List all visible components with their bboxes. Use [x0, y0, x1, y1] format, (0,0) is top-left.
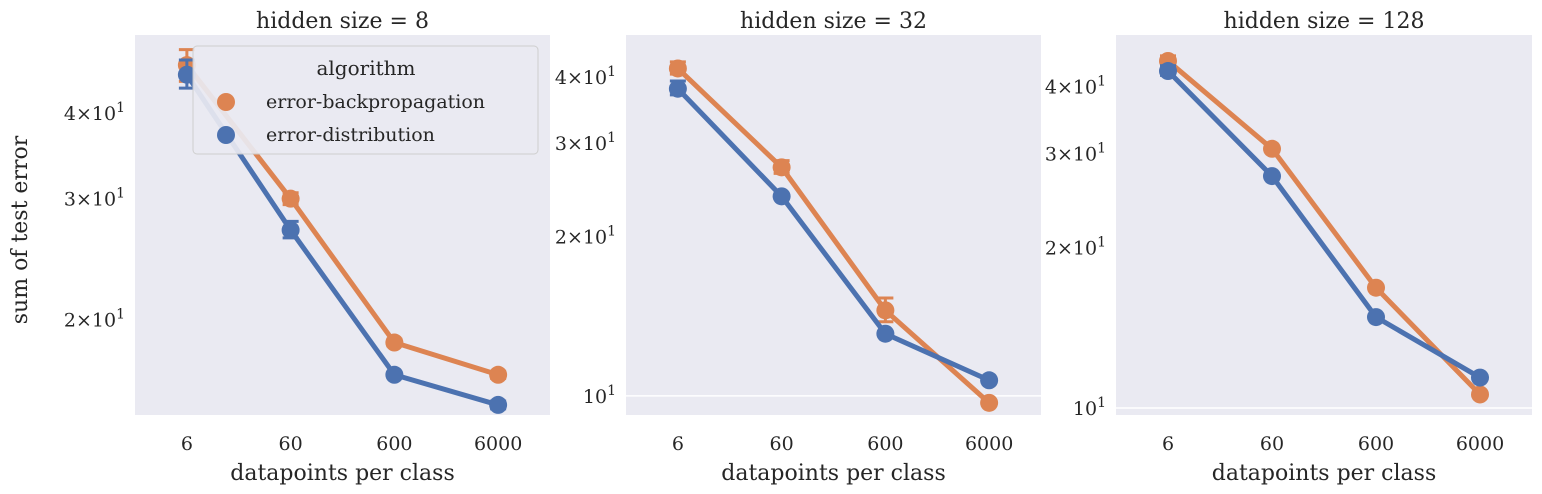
data-point — [668, 79, 687, 98]
y-tick-label: 3×101 — [555, 130, 616, 155]
panel-2: hidden size = 32 101 2×101 3×101 4×101 6 60 600… — [555, 9, 1041, 486]
legend-entry-backprop: error-backpropagation — [266, 91, 485, 113]
y-tick-label: 3×101 — [64, 186, 125, 211]
data-point — [980, 371, 999, 390]
y-tick-label: 3×101 — [1045, 140, 1106, 165]
data-point — [1367, 308, 1385, 327]
data-point — [772, 158, 791, 177]
data-point — [1471, 385, 1489, 404]
y-tick-label: 2×101 — [1045, 234, 1106, 259]
data-point — [281, 221, 300, 240]
x-tick-label: 60 — [279, 433, 303, 455]
y-tick-label: 4×101 — [555, 64, 616, 89]
y-tick-label: 2×101 — [64, 306, 125, 331]
legend-box — [192, 45, 539, 155]
x-axis-label: datapoints per class — [721, 461, 945, 486]
data-point — [668, 59, 687, 78]
legend-title: algorithm — [316, 56, 415, 80]
y-tick-label: 101 — [583, 383, 616, 408]
panel-title: hidden size = 8 — [256, 9, 429, 34]
data-point — [1159, 62, 1177, 81]
x-tick-label: 600 — [1358, 433, 1394, 455]
y-tick-label: 2×101 — [555, 223, 616, 248]
panel-title: hidden size = 128 — [1224, 9, 1425, 34]
y-axis-label: sum of test error — [8, 135, 33, 324]
legend: algorithm error-backpropagation error-di… — [192, 45, 539, 155]
data-point — [281, 189, 300, 208]
data-point — [1471, 368, 1489, 387]
x-tick-label: 60 — [770, 433, 794, 455]
series-distribution — [1159, 62, 1489, 387]
x-tick-label: 600 — [867, 433, 903, 455]
series-line — [676, 87, 991, 383]
x-axis-label: datapoints per class — [230, 461, 454, 486]
plot-area — [1116, 35, 1532, 415]
data-point — [772, 187, 791, 206]
x-tick-label: 60 — [1260, 433, 1284, 455]
data-point — [876, 301, 895, 320]
data-point — [876, 324, 895, 343]
data-point — [385, 365, 404, 384]
data-point — [980, 393, 999, 412]
data-point — [489, 365, 508, 384]
legend-entry-distribution: error-distribution — [266, 124, 435, 146]
y-tick-label: 4×101 — [1045, 74, 1106, 99]
data-point — [177, 65, 196, 84]
x-axis-label: datapoints per class — [1212, 461, 1436, 486]
data-point — [1367, 278, 1385, 297]
y-tick-label: 101 — [1073, 395, 1106, 420]
plot-area — [626, 35, 1041, 415]
series-line — [1166, 69, 1482, 380]
x-tick-label: 6000 — [1456, 433, 1504, 455]
data-point — [1263, 139, 1281, 158]
panel-3: hidden size = 128 101 2×101 3×101 4×101 6 60 60… — [1045, 9, 1532, 486]
data-point — [1263, 167, 1281, 186]
legend-marker-distribution — [217, 126, 235, 144]
x-tick-label: 6000 — [965, 433, 1013, 455]
x-tick-label: 6 — [672, 433, 684, 455]
series-line — [1166, 59, 1482, 397]
data-point — [385, 333, 404, 352]
y-tick-label: 4×101 — [64, 100, 125, 125]
data-point — [489, 395, 508, 414]
series-distribution — [668, 79, 999, 390]
x-tick-label: 6 — [1162, 433, 1174, 455]
x-tick-label: 6 — [181, 433, 193, 455]
x-tick-label: 6000 — [474, 433, 522, 455]
legend-marker-backprop — [217, 93, 235, 111]
x-tick-label: 600 — [376, 433, 412, 455]
panel-title: hidden size = 32 — [740, 9, 927, 34]
